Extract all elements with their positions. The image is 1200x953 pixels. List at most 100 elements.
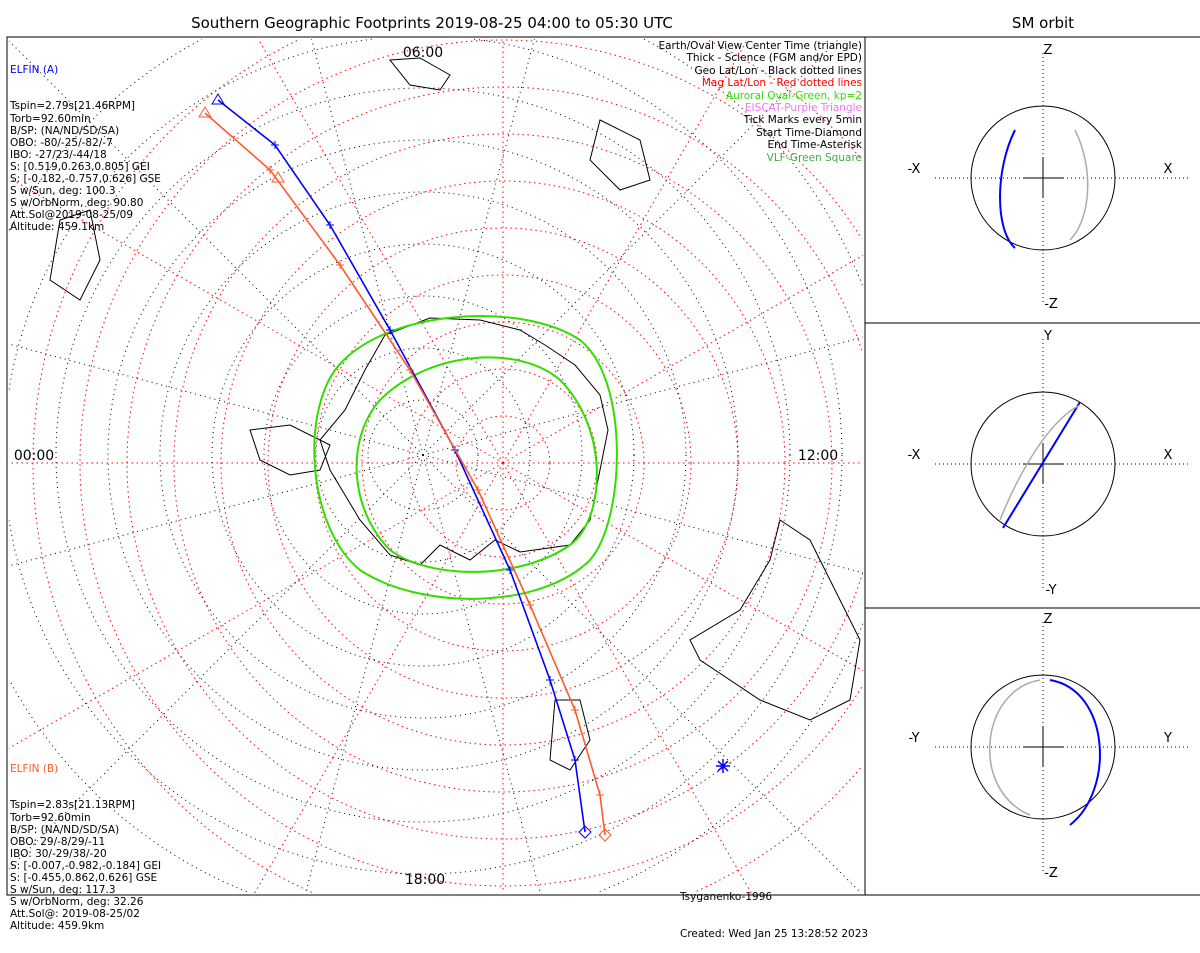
elfin-b-view-triangle [198, 106, 212, 118]
info-line: Torb=92.60min [10, 811, 91, 824]
elfin-b-name: ELFIN (B) [10, 763, 59, 776]
mlt-label-top: 06:00 [403, 45, 443, 61]
info-line: S w/OrbNorm, deg: 90.80 [10, 197, 144, 210]
mag-lon-line [254, 462, 504, 894]
orbit-axis-label-down: -Z [1044, 866, 1058, 881]
orbit-axis-label-left: -X [908, 162, 921, 177]
mag-lon-line [8, 177, 504, 464]
geo-lon-line [422, 38, 535, 456]
legend-entry: Tick Marks every 5min [743, 114, 862, 127]
geo-lat-circle [159, 191, 687, 719]
elfin-b-tick-mark [571, 706, 579, 714]
info-line: S: [-0.007,-0.982,-0.184] GEI [10, 859, 162, 872]
legend-entry: Thick - Science (FGM and/or EPD) [686, 52, 862, 65]
geo-lon-line [422, 336, 864, 456]
orbit-path [1002, 401, 1081, 529]
geo-lat-circle [211, 243, 635, 667]
legend-entry: Earth/Oval View Center Time (triangle) [658, 40, 862, 52]
elfin-a-start-diamond [578, 825, 592, 839]
orbit-path [1049, 679, 1101, 826]
mag-lon-line [502, 462, 864, 672]
elfin-a-view-triangle [211, 93, 225, 105]
geo-lon-line [311, 38, 424, 456]
info-line: S: [-0.455,0.862,0.626] GSE [10, 872, 158, 885]
legend-entry: EISCAT-Purple Triangle [744, 102, 862, 115]
geo-lon-line [8, 454, 424, 567]
legend: Earth/Oval View Center Time (triangle) Th… [658, 40, 862, 164]
legend-entry: Auroral Oval-Green, kp=2 [725, 89, 862, 102]
model-label: Tsyganenko-1996 [680, 890, 773, 903]
footprint-plot: Southern Geographic Footprints 2019-08-2… [6, 14, 1200, 896]
info-line: IBO: -27/23/-44/18 [10, 148, 107, 161]
info-line: Altitude: 459.1km [10, 221, 105, 234]
mag-lat-circle [79, 39, 863, 887]
mag-lon-line [502, 462, 752, 894]
info-line: S: [-0.182,-0.757,0.626] GSE [10, 173, 161, 186]
elfin-a-tick-mark [386, 326, 394, 334]
sun-asterisk-icon [716, 759, 730, 773]
mag-lat-circle [32, 40, 861, 893]
elfin-b-tick-mark [406, 366, 414, 374]
orbit-title: SM orbit [1012, 14, 1074, 32]
orbit-path [999, 404, 1081, 521]
mlt-label-left: 00:00 [14, 448, 54, 464]
orbit-axis-label-up: Z [1044, 612, 1053, 627]
auroral-oval-inner [355, 356, 598, 573]
coastline [589, 119, 651, 191]
geo-lon-line [422, 38, 840, 456]
elfin-a-tick-mark [571, 756, 579, 764]
mlt-label-bottom: 18:00 [405, 872, 445, 888]
info-line: S w/Sun, deg: 117.3 [10, 884, 116, 897]
footer: Tsyganenko-1996 Created: Wed Jan 25 13:2… [680, 866, 868, 953]
info-line: B/SP: (NA/ND/SD/SA) [10, 124, 120, 137]
geo-lon-line [422, 454, 541, 894]
info-line: Altitude: 459.9km [10, 920, 105, 933]
elfin-a-tick-mark [326, 221, 334, 229]
orbit-axis-label-right: X [1164, 162, 1173, 177]
coastline [549, 699, 591, 771]
info-line: Tspin=2.83s[21.13RPM] [10, 799, 135, 812]
geo-lon-line [305, 454, 424, 894]
orbit-axis-label-right: Y [1163, 731, 1172, 746]
info-line: OBO: -80/-25/-82/-7 [10, 136, 113, 149]
mag-lat-circle [220, 180, 786, 746]
mag-lon-line [502, 254, 864, 464]
info-line: B/SP: (NA/ND/SD/SA) [10, 823, 120, 836]
legend-entry: Start Time-Diamond [756, 126, 862, 139]
info-line: Att.Sol@2019-08-25/09 [10, 209, 133, 222]
legend-entry: Mag Lat/Lon - Red dotted lines [701, 77, 862, 90]
elfin-a-tick-mark [271, 141, 279, 149]
info-line: IBO: 30/-29/38/-20 [10, 847, 107, 860]
elfin-a-tick-mark [506, 566, 514, 574]
geo-lon-line [422, 454, 862, 894]
orbit-axis-label-up: Y [1043, 329, 1052, 344]
legend-entry: Geo Lat/Lon - Black dotted lines [694, 64, 862, 77]
elfin-a-name: ELFIN (A) [10, 64, 59, 77]
mag-lon-line [8, 462, 504, 749]
coastline [689, 519, 861, 721]
mlt-label-right: 12:00 [798, 448, 838, 464]
created-label: Created: Wed Jan 25 13:28:52 2023 [680, 928, 869, 941]
coastline [389, 57, 451, 91]
orbit-axis-label-left: -X [908, 448, 921, 463]
info-line: S: [0.519,0.263,0.805] GEI [10, 160, 150, 173]
info-line: Tspin=2.79s[21.46RPM] [10, 100, 135, 113]
elfin-b-tick-mark [474, 486, 482, 494]
elfin-b-info: ELFIN (B) Tspin=2.83s[21.13RPM] Torb=92.6… [10, 739, 161, 945]
orbit-axis-label-up: Z [1044, 43, 1053, 58]
coastline [49, 209, 101, 301]
legend-entry: End Time-Asterisk [767, 139, 862, 152]
elfin-b-tick-mark [336, 261, 344, 269]
orbit-path [1069, 129, 1089, 241]
elfin-b-tick-mark [526, 601, 534, 609]
orbit-path [999, 129, 1016, 249]
info-line: S w/Sun, deg: 100.3 [10, 185, 116, 198]
info-line: Att.Sol@: 2019-08-25/02 [10, 908, 140, 921]
mag-lat-circle [267, 227, 739, 699]
chart-title: Southern Geographic Footprints 2019-08-2… [191, 14, 673, 32]
map-frame [6, 36, 866, 896]
info-line: S w/OrbNorm, deg: 32.26 [10, 896, 144, 909]
elfin-a-info: ELFIN (A) Tspin=2.79s[21.46RPM] Torb=92.6… [10, 40, 161, 246]
orbit-axis-label-right: X [1164, 448, 1173, 463]
orbit-axis-label-left: -Y [908, 731, 919, 746]
